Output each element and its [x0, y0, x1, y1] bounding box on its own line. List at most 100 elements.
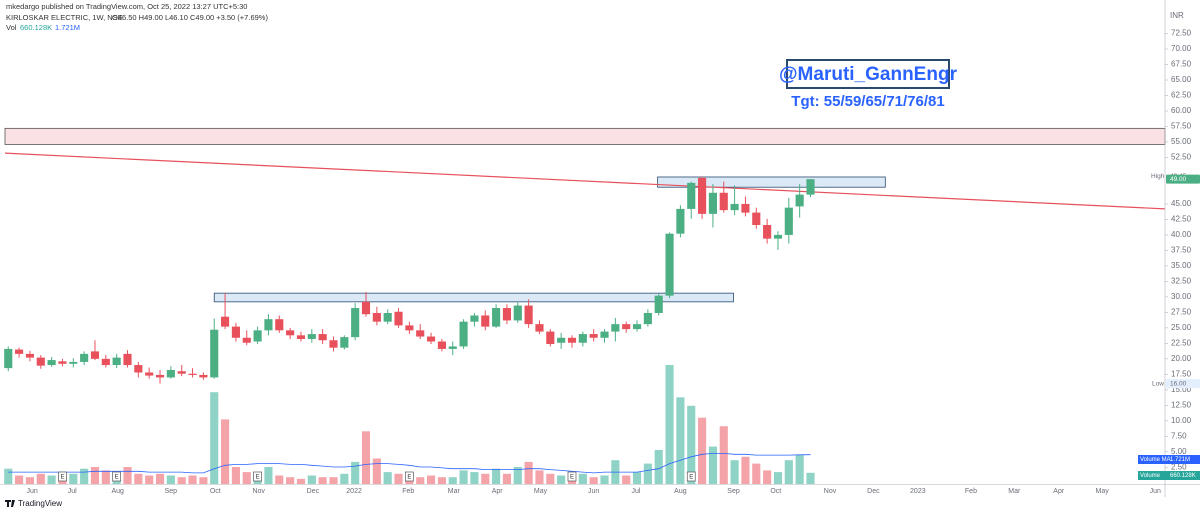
y-tick-label: 37.50: [1171, 246, 1192, 255]
volume-bar: [231, 467, 240, 484]
earnings-marker: [58, 471, 67, 482]
x-tick-label: May: [1096, 488, 1110, 495]
y-tick-label: 27.50: [1171, 307, 1192, 316]
candle-body: [166, 369, 175, 378]
y-tick-label: 35.00: [1171, 261, 1192, 270]
y-tick-label: 62.50: [1171, 91, 1192, 100]
volume-bar: [763, 470, 772, 484]
footer: TradingView: [5, 499, 62, 508]
volume-bar: [307, 475, 316, 484]
volume-bar: [264, 467, 273, 484]
volume-bar: [632, 472, 642, 484]
volume-bar: [221, 419, 230, 484]
candle-body: [806, 179, 815, 195]
candle-body: [264, 319, 273, 331]
volume-bar: [90, 467, 100, 484]
volume-bar: [296, 478, 306, 484]
earnings-label: E: [60, 475, 64, 481]
vol-name: Vol: [6, 23, 17, 32]
y-tick-label: 22.50: [1171, 338, 1192, 347]
volume-bar: [687, 405, 696, 484]
volume-tag-value: 660.128K: [1170, 473, 1196, 479]
candle-body: [676, 208, 685, 234]
earnings-label: E: [115, 475, 119, 481]
y-tick-label: 15.00: [1171, 385, 1192, 394]
candle-body: [481, 315, 490, 327]
candle-body: [145, 372, 154, 376]
handle: @Maruti_GannEngr: [779, 64, 958, 85]
candle-body: [188, 373, 197, 375]
volume-tag-name: Volume: [1140, 473, 1161, 479]
volume-bar: [448, 477, 457, 484]
volume-bar: [36, 473, 45, 484]
logo: [5, 500, 15, 507]
x-tick-label: Feb: [402, 488, 414, 495]
candle-body: [730, 203, 739, 211]
candle-body: [622, 324, 631, 330]
volume-bar: [676, 397, 685, 484]
candle-body: [58, 361, 67, 364]
candle-body: [546, 331, 555, 344]
y-tick-label: 7.50: [1171, 431, 1187, 440]
volume-bar: [784, 460, 793, 484]
candle-body: [795, 194, 804, 207]
y-tick-label: 25.00: [1171, 323, 1192, 332]
candle-body: [15, 349, 24, 354]
candle-body: [275, 319, 284, 331]
earnings-label: E: [689, 475, 693, 481]
earnings-marker: [567, 471, 577, 482]
volume-bar: [134, 473, 143, 484]
volume-bar: [177, 477, 186, 484]
trendline: [4, 152, 1166, 210]
y-tick-label: 45.00: [1171, 199, 1192, 208]
x-tick-label: Mar: [1008, 488, 1021, 495]
candle-body: [80, 353, 89, 362]
candle-body: [231, 326, 240, 338]
volume-bar: [730, 460, 739, 484]
volume-bar: [578, 473, 587, 484]
volume-bar: [394, 473, 403, 484]
volume-bar: [459, 470, 468, 484]
candle-body: [719, 192, 728, 211]
volume-bar: [643, 463, 652, 484]
volume-bar: [351, 461, 360, 484]
earnings-marker: [686, 471, 696, 482]
volume-bar: [329, 477, 338, 484]
volume-bar: [806, 472, 815, 484]
volume-bar: [513, 467, 522, 484]
resistance-zone: [4, 127, 1166, 145]
candle-body: [383, 312, 392, 322]
candle-body: [69, 361, 78, 364]
header: mkedargo published on TradingView.com, O…: [6, 2, 268, 32]
x-tick-label: Jul: [68, 488, 77, 495]
range-box: [213, 292, 734, 303]
candle-body: [578, 334, 587, 343]
candle-body: [318, 334, 327, 341]
x-tick-label: Sep: [727, 488, 740, 495]
y-tick-label: 72.50: [1171, 29, 1192, 38]
candle-body: [589, 334, 598, 338]
x-tick-label: Sep: [165, 488, 178, 495]
volume-bar: [752, 463, 761, 484]
candle-body: [611, 324, 620, 332]
volume-tag-bg: [1138, 471, 1200, 480]
candle-body: [340, 337, 349, 348]
y-tick-label: 20.00: [1171, 354, 1192, 363]
x-tick-label: Nov: [252, 488, 265, 495]
low-tag: 16.00: [1170, 380, 1187, 387]
candle-body: [177, 371, 186, 374]
handle-box: [786, 59, 950, 89]
x-tick-label: Oct: [210, 488, 221, 495]
volume-bar: [719, 426, 728, 484]
y-tick-label: 32.50: [1171, 276, 1192, 285]
volume-bar: [741, 456, 750, 484]
candle-body: [535, 324, 544, 332]
volume-bar: [155, 473, 165, 484]
candle-body: [155, 374, 165, 378]
y-tick-label: 40.00: [1171, 230, 1192, 239]
candle-body: [123, 353, 132, 366]
candles: [4, 176, 815, 384]
volume-bar: [535, 470, 544, 484]
y-tick-label: 12.50: [1171, 400, 1192, 409]
volume-bar: [25, 477, 34, 484]
